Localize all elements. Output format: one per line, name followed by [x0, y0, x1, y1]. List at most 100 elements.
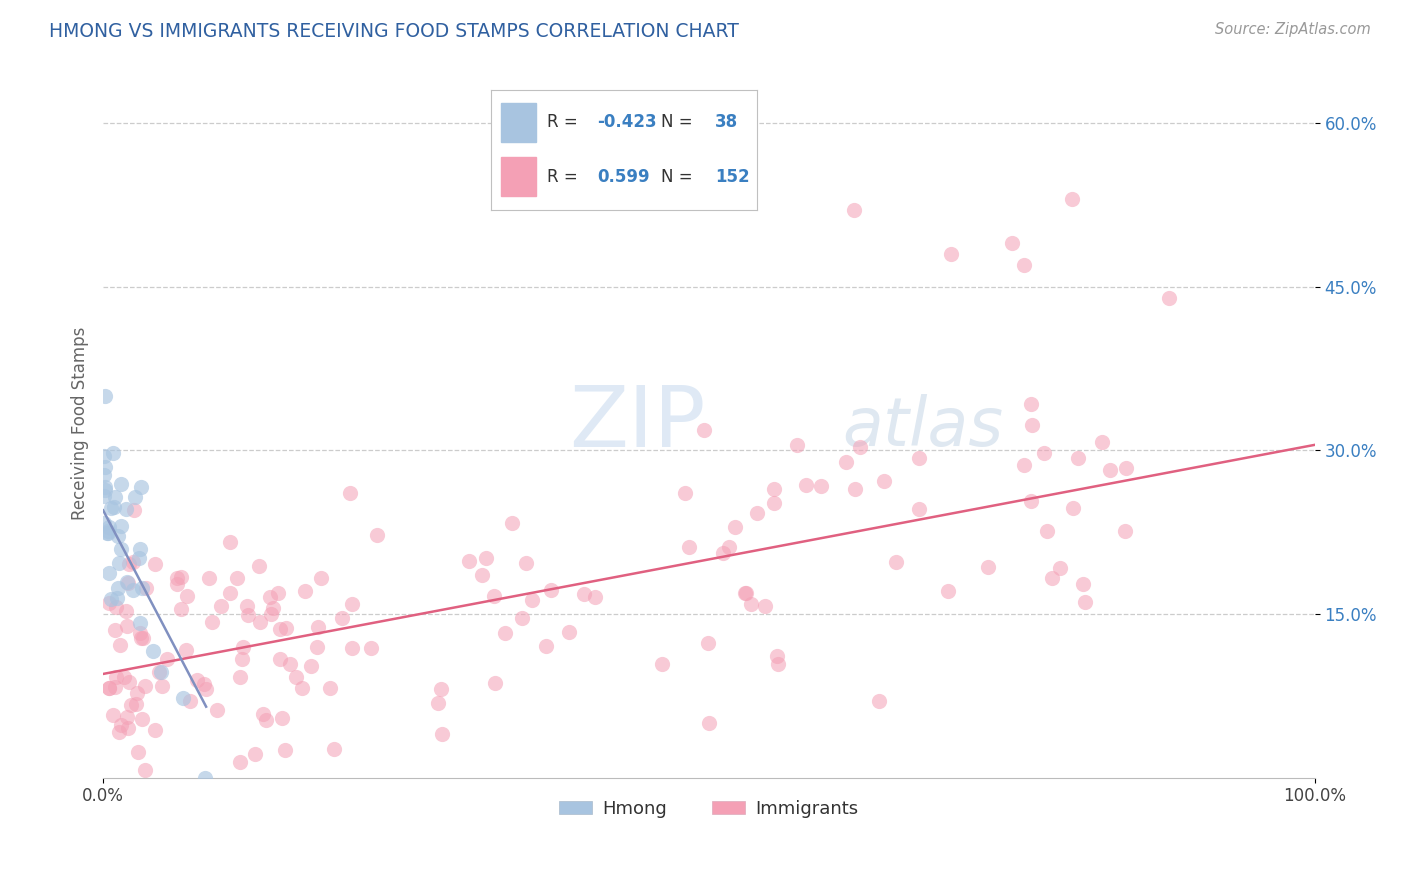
Point [117, 576, 139, 591]
Point [267, 586, 290, 600]
Point [432, 727, 454, 741]
Point [122, 583, 145, 598]
Point [197, 571, 219, 585]
Point [908, 501, 931, 516]
Point [1012, 258, 1035, 272]
Point [884, 555, 907, 569]
Point [193, 676, 215, 690]
Point [1033, 446, 1056, 460]
Point [1098, 463, 1121, 477]
Point [366, 528, 388, 542]
Point [319, 681, 342, 695]
Point [115, 619, 138, 633]
Point [125, 686, 148, 700]
Point [105, 591, 128, 605]
Point [228, 756, 250, 770]
Point [471, 568, 494, 582]
Point [794, 477, 817, 491]
Point [148, 665, 170, 679]
Point [299, 659, 322, 673]
Point [150, 679, 173, 693]
Point [114, 502, 136, 516]
Point [678, 540, 700, 554]
Point [117, 574, 139, 589]
Point [110, 519, 132, 533]
Point [98, 596, 121, 610]
Point [765, 649, 787, 664]
Point [172, 690, 194, 705]
Point [104, 670, 127, 684]
Point [844, 203, 866, 218]
Point [128, 550, 150, 565]
Point [735, 586, 758, 600]
Point [280, 657, 302, 672]
Point [754, 599, 776, 614]
Point [1067, 450, 1090, 465]
Point [232, 640, 254, 654]
Point [195, 682, 218, 697]
Point [108, 638, 131, 652]
Point [131, 712, 153, 726]
Point [762, 482, 785, 496]
Point [1021, 417, 1043, 432]
Point [1159, 291, 1181, 305]
Point [734, 586, 756, 600]
Point [98, 520, 121, 534]
Point [107, 581, 129, 595]
Point [936, 583, 959, 598]
Point [122, 503, 145, 517]
Point [134, 679, 156, 693]
Point [294, 584, 316, 599]
Point [849, 440, 872, 454]
Point [97, 525, 120, 540]
Point [93, 489, 115, 503]
Point [1062, 193, 1084, 207]
Point [1019, 397, 1042, 411]
Point [339, 486, 361, 500]
Point [1040, 571, 1063, 585]
Point [1001, 235, 1024, 250]
Text: atlas: atlas [842, 393, 1004, 459]
Point [309, 570, 332, 584]
Point [124, 490, 146, 504]
Point [219, 586, 242, 600]
Point [166, 577, 188, 591]
Point [718, 540, 741, 554]
Point [174, 642, 197, 657]
Point [340, 641, 363, 656]
Point [693, 423, 716, 437]
Point [520, 592, 543, 607]
Point [1012, 458, 1035, 472]
Point [93, 468, 115, 483]
Point [112, 670, 135, 684]
Point [558, 625, 581, 640]
Point [766, 657, 789, 672]
Point [834, 455, 856, 469]
Point [475, 550, 498, 565]
Point [179, 694, 201, 708]
Point [225, 572, 247, 586]
Point [127, 745, 149, 759]
Point [128, 626, 150, 640]
Point [129, 541, 152, 556]
Point [515, 556, 537, 570]
Point [98, 681, 121, 695]
Point [711, 546, 734, 560]
Point [231, 652, 253, 666]
Point [98, 681, 121, 696]
Point [131, 581, 153, 595]
Point [118, 558, 141, 572]
Point [110, 477, 132, 491]
Point [540, 582, 562, 597]
Point [323, 742, 346, 756]
Point [360, 641, 382, 656]
Point [724, 520, 747, 534]
Point [93, 450, 115, 464]
Point [274, 621, 297, 635]
Point [166, 571, 188, 585]
Text: HMONG VS IMMIGRANTS RECEIVING FOOD STAMPS CORRELATION CHART: HMONG VS IMMIGRANTS RECEIVING FOOD STAMP… [49, 22, 740, 41]
Point [134, 764, 156, 778]
Point [96, 526, 118, 541]
Point [763, 496, 786, 510]
Point [176, 590, 198, 604]
